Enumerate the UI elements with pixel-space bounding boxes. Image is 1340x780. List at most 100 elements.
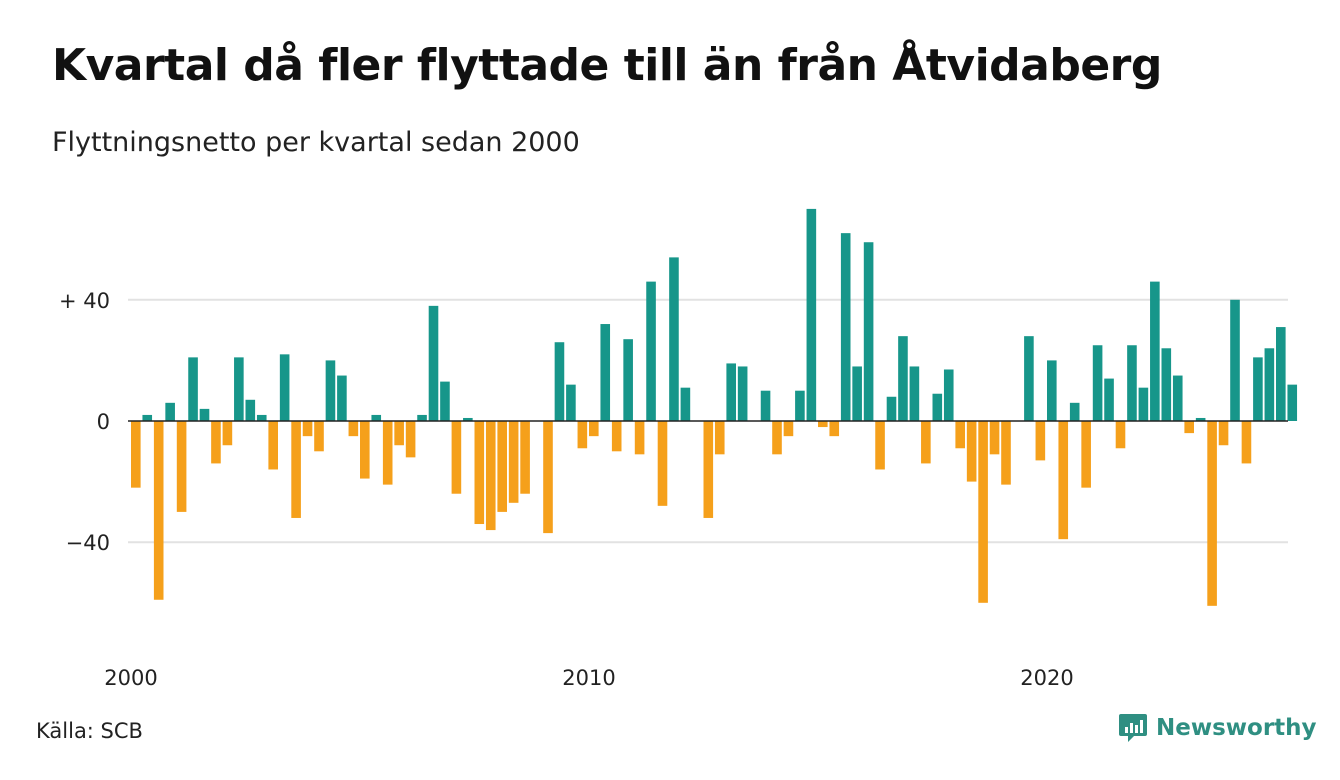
bar-negative <box>153 421 164 600</box>
bar-negative <box>703 421 714 518</box>
bar-negative <box>348 421 359 437</box>
bar-negative <box>1241 421 1252 464</box>
bar-positive <box>795 390 805 421</box>
bar-negative <box>714 421 725 455</box>
chart-title: Kvartal då fler flyttade till än från Åt… <box>52 40 1162 91</box>
bar-positive <box>1127 345 1137 421</box>
bar-negative <box>520 421 530 494</box>
bar-negative <box>508 421 519 503</box>
newsworthy-chart-logo-icon <box>1119 714 1147 742</box>
bar-negative <box>394 421 404 446</box>
bar-positive <box>806 208 817 421</box>
axis-layer: + 40 0 −40 2000 2010 2020 <box>59 289 1288 690</box>
bar-positive <box>1104 378 1114 421</box>
brand-logo: Newsworthy <box>1118 712 1317 744</box>
bar-positive <box>279 354 290 421</box>
bar-negative <box>1218 421 1229 446</box>
bar-positive <box>1024 336 1034 421</box>
y-tick-label: 0 <box>97 410 110 434</box>
bar-negative <box>955 421 965 449</box>
bar-negative <box>222 421 233 446</box>
bar-negative <box>611 421 622 452</box>
bar-negative <box>176 421 187 512</box>
bar-positive <box>886 396 897 421</box>
bar-positive <box>199 408 210 421</box>
bar-negative <box>989 421 1000 455</box>
bars-layer <box>131 208 1298 606</box>
bar-positive <box>669 257 679 421</box>
bar-positive <box>1276 327 1286 421</box>
bar-negative <box>829 421 840 437</box>
bar-positive <box>680 387 691 421</box>
bar-negative <box>268 421 278 470</box>
bar-negative <box>360 421 370 479</box>
bar-negative <box>978 421 988 603</box>
bar-positive <box>142 414 153 421</box>
grid-layer <box>128 298 1288 544</box>
bar-positive <box>1138 387 1149 421</box>
bar-positive <box>256 414 267 421</box>
bar-positive <box>600 324 611 421</box>
bar-positive <box>1195 417 1206 421</box>
bar-positive <box>1172 375 1183 421</box>
bar-positive <box>428 305 439 421</box>
bar-negative <box>818 421 828 428</box>
bar-positive <box>554 342 565 421</box>
bar-negative <box>1058 421 1069 540</box>
bar-positive <box>234 357 244 421</box>
bar-positive <box>1287 384 1298 421</box>
bar-positive <box>863 242 874 421</box>
bar-positive <box>943 369 954 421</box>
bar-negative <box>1035 421 1046 461</box>
bar-positive <box>463 417 473 421</box>
bar-positive <box>371 414 382 421</box>
bar-negative <box>875 421 885 470</box>
bar-negative <box>451 421 462 494</box>
bar-negative <box>921 421 931 464</box>
brand-name: Newsworthy <box>1156 715 1317 741</box>
bar-negative <box>1115 421 1126 449</box>
bar-positive <box>932 393 943 421</box>
bar-positive <box>840 233 851 421</box>
bar-negative <box>577 421 588 449</box>
bar-negative <box>1207 421 1217 606</box>
bar-negative <box>1081 421 1091 488</box>
bar-negative <box>382 421 393 485</box>
bar-positive <box>1230 299 1240 421</box>
bar-positive <box>737 366 748 421</box>
bar-negative <box>783 421 794 437</box>
bar-negative <box>1184 421 1194 434</box>
bar-positive <box>440 381 450 421</box>
bar-negative <box>485 421 496 531</box>
bar-positive <box>909 366 920 421</box>
bar-positive <box>898 336 908 421</box>
bar-negative <box>634 421 645 455</box>
bar-negative <box>405 421 416 458</box>
bar-positive <box>726 363 736 421</box>
x-tick-label: 2020 <box>1020 666 1073 690</box>
bar-chart: + 40 0 −40 2000 2010 2020 <box>59 208 1298 690</box>
bar-negative <box>211 421 221 464</box>
bar-negative <box>772 421 782 455</box>
bar-positive <box>165 402 175 421</box>
bar-positive <box>417 414 427 421</box>
bar-negative <box>543 421 553 534</box>
bar-negative <box>1001 421 1011 485</box>
bar-negative <box>966 421 977 482</box>
bar-negative <box>302 421 313 437</box>
bar-negative <box>589 421 599 437</box>
x-tick-label: 2010 <box>562 666 615 690</box>
bar-positive <box>1092 345 1103 421</box>
bar-positive <box>623 339 633 421</box>
bar-positive <box>325 360 336 421</box>
bar-positive <box>1069 402 1080 421</box>
bar-positive <box>646 281 656 421</box>
bar-negative <box>657 421 668 506</box>
source-note: Källa: SCB <box>36 719 143 743</box>
bar-negative <box>474 421 485 525</box>
bar-positive <box>760 390 771 421</box>
bar-positive <box>852 366 862 421</box>
bar-positive <box>337 375 347 421</box>
bar-positive <box>1264 348 1275 421</box>
y-tick-label: −40 <box>66 531 110 555</box>
